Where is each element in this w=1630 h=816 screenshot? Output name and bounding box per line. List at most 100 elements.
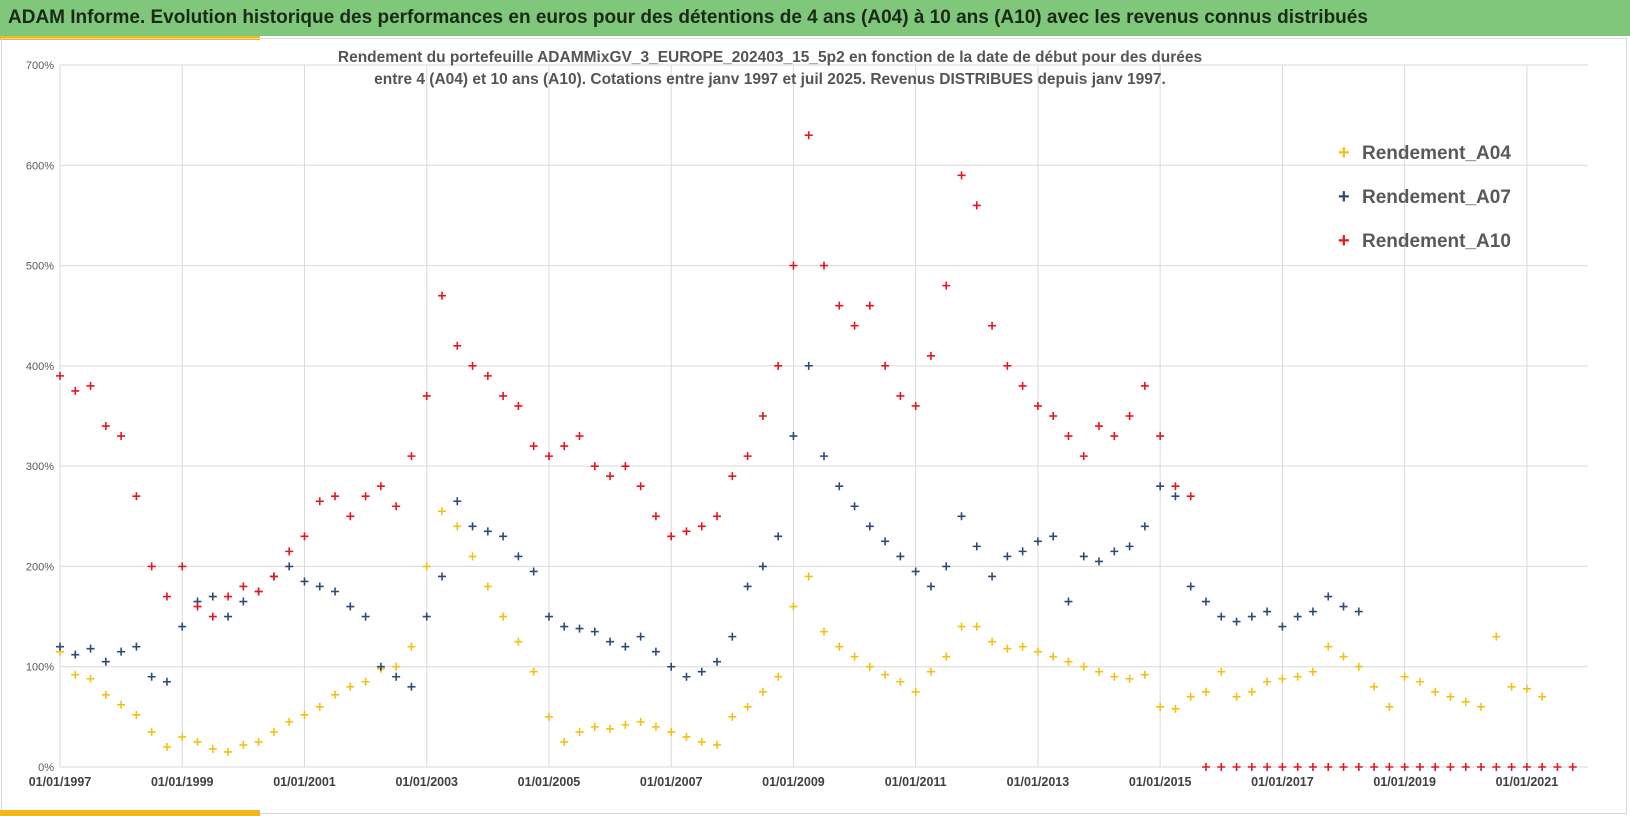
data-point-rendement_a07 [438,572,446,581]
data-point-rendement_a10 [193,602,202,611]
chart-title: Rendement du portefeuille ADAMMixGV_3_EU… [270,47,1270,91]
data-point-rendement_a04 [1247,687,1256,696]
data-point-rendement_a07 [1324,592,1333,601]
data-point-rendement_a07 [926,582,935,591]
data-point-rendement_a04 [926,667,935,676]
data-point-rendement_a10 [1522,763,1531,771]
data-point-rendement_a10 [438,291,446,300]
data-point-rendement_a04 [132,710,141,719]
data-point-rendement_a10 [1278,763,1287,771]
data-point-rendement_a07 [376,662,385,671]
data-point-rendement_a07 [1293,612,1302,621]
data-point-rendement_a07 [224,612,233,621]
data-point-rendement_a04 [697,737,706,746]
data-point-rendement_a04 [1477,702,1486,711]
data-point-rendement_a07 [743,582,752,591]
y-tick-label: 600% [26,160,54,172]
data-point-rendement_a10 [1033,401,1042,410]
data-point-rendement_a04 [147,727,156,736]
x-tick-label: 01/01/2019 [1373,775,1436,789]
data-point-rendement_a07 [942,562,951,571]
data-point-rendement_a04 [1324,642,1333,651]
x-tick-label: 01/01/1997 [29,775,92,789]
legend-item-a07: + Rendement_A07 [1338,185,1598,215]
data-point-rendement_a10 [1156,432,1165,441]
data-point-rendement_a04 [1538,692,1547,701]
data-point-rendement_a10 [1477,763,1486,771]
data-point-rendement_a04 [1370,682,1379,691]
data-point-rendement_a10 [835,301,844,310]
x-tick-label: 01/01/2017 [1251,775,1314,789]
data-point-rendement_a04 [1095,667,1104,676]
data-point-rendement_a10 [1049,412,1058,420]
data-point-rendement_a10 [224,592,233,601]
chart-title-line2: entre 4 (A04) et 10 ans (A10). Cotations… [374,71,1166,88]
data-point-rendement_a04 [865,662,874,671]
data-point-rendement_a10 [254,587,263,596]
data-point-rendement_a10 [1400,763,1409,771]
data-point-rendement_a04 [1110,672,1119,681]
data-point-rendement_a04 [529,667,538,676]
data-point-rendement_a07 [468,522,477,531]
data-point-rendement_a10 [1079,452,1088,461]
data-point-rendement_a10 [667,532,676,541]
data-point-rendement_a07 [392,672,401,681]
data-point-rendement_a04 [1079,662,1088,671]
data-point-rendement_a10 [1370,763,1379,771]
data-point-rendement_a10 [422,391,431,400]
data-point-rendement_a10 [101,422,110,431]
data-point-rendement_a10 [1492,763,1501,771]
data-point-rendement_a04 [804,572,813,581]
data-point-rendement_a10 [988,321,997,330]
data-point-rendement_a04 [285,717,294,726]
data-point-rendement_a04 [820,627,828,636]
series-a07 [56,361,1363,691]
y-axis: 0% 100% 200% 300% 400% 500% 600% 700% [26,60,54,774]
data-point-rendement_a10 [285,547,294,556]
data-point-rendement_a10 [651,512,660,521]
data-point-rendement_a04 [1125,674,1134,683]
data-point-rendement_a07 [86,644,95,653]
data-point-rendement_a04 [315,702,324,711]
data-point-rendement_a10 [1202,763,1210,771]
data-point-rendement_a04 [881,670,890,679]
legend-label-a07: Rendement_A07 [1362,187,1511,208]
data-point-rendement_a10 [636,482,645,491]
data-point-rendement_a07 [697,667,706,676]
data-point-rendement_a07 [1171,492,1180,501]
data-point-rendement_a07 [1247,612,1256,621]
data-point-rendement_a07 [101,657,110,666]
data-point-rendement_a07 [988,572,997,581]
data-point-rendement_a04 [1003,644,1012,653]
data-point-rendement_a10 [376,482,385,491]
accent-bar-bottom [0,810,260,816]
data-point-rendement_a07 [1354,607,1363,616]
data-point-rendement_a04 [942,652,951,661]
data-point-rendement_a04 [743,702,752,711]
x-tick-label: 01/01/1999 [151,775,214,789]
data-point-rendement_a10 [743,452,752,461]
data-point-rendement_a07 [453,497,462,506]
data-point-rendement_a07 [1232,617,1241,626]
x-tick-label: 01/01/2003 [395,775,458,789]
legend-item-a04: + Rendement_A04 [1338,141,1598,171]
y-tick-label: 0% [38,762,54,774]
data-point-rendement_a04 [667,727,676,736]
data-point-rendement_a07 [1079,552,1088,561]
data-point-rendement_a04 [453,522,462,531]
data-point-rendement_a10 [544,452,553,461]
data-point-rendement_a10 [1018,381,1027,390]
data-point-rendement_a04 [422,562,431,571]
data-point-rendement_a04 [1308,667,1317,676]
data-point-rendement_a07 [621,642,630,651]
header-banner: ADAM Informe. Evolution historique des p… [0,0,1630,36]
legend-marker-a10: + [1338,230,1350,252]
data-point-rendement_a07 [315,582,324,591]
legend-label-a04: Rendement_A04 [1362,143,1511,164]
data-point-rendement_a07 [300,577,309,586]
data-point-rendement_a10 [682,527,691,536]
data-point-rendement_a10 [896,391,905,400]
data-point-rendement_a07 [1125,542,1134,551]
data-point-rendement_a07 [820,452,828,461]
data-point-rendement_a04 [193,737,202,746]
